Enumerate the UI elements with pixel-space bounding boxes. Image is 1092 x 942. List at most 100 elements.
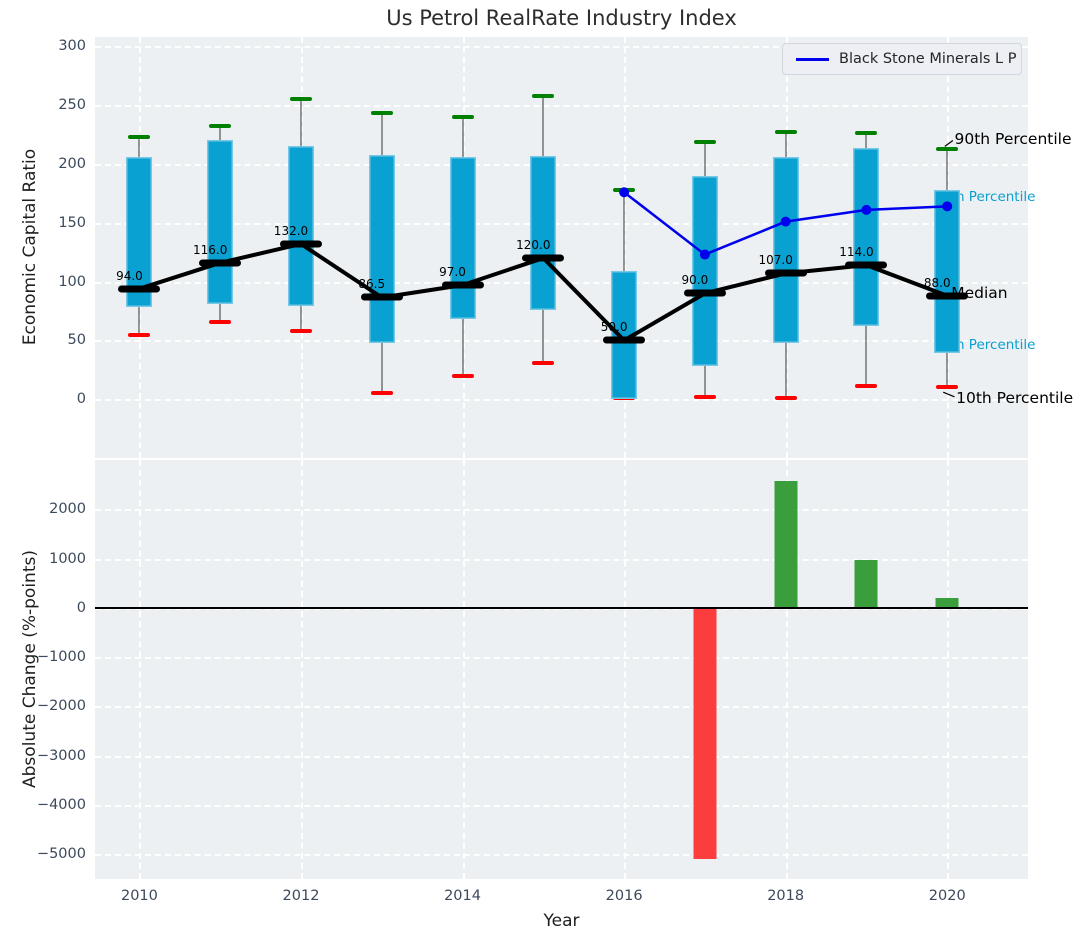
y-tick-label: −3000 (36, 747, 86, 764)
p10-cap (451, 373, 474, 378)
h-gridline (95, 558, 1028, 561)
p90-cap (774, 130, 797, 135)
y-axis-label-bottom: Absolute Change (%-points) (20, 550, 40, 788)
h-gridline (95, 105, 1028, 108)
median-value-label: 120.0 (516, 238, 551, 253)
y-tick-label: −4000 (36, 797, 86, 814)
iqr-box (449, 156, 476, 320)
p90-cap (855, 131, 878, 136)
p10-cap (532, 360, 555, 365)
y-tick-label: 1000 (49, 550, 86, 567)
p10-cap (693, 394, 716, 399)
x-tick-label: 2018 (767, 888, 805, 904)
p90-cap (370, 111, 393, 116)
y-tick-label: 0 (76, 599, 86, 616)
y-tick-label: −5000 (36, 846, 86, 863)
median-value-label: 116.0 (193, 242, 228, 257)
legend: Black Stone Minerals L P (782, 43, 1022, 75)
v-gridline (300, 460, 303, 879)
v-gridline (462, 460, 465, 879)
iqr-box (611, 271, 638, 400)
median-value-label: 114.0 (839, 245, 874, 260)
zero-line (95, 606, 1028, 609)
median-dash (118, 285, 161, 293)
y-tick-label: 300 (58, 38, 86, 55)
x-tick-label: 2010 (120, 888, 158, 904)
p90-cap (289, 97, 312, 102)
h-gridline (95, 755, 1028, 758)
annotation-10th-percentile: 10th Percentile (956, 389, 1074, 408)
median-value-label: 50.0 (600, 320, 628, 335)
h-gridline (95, 46, 1028, 49)
change-bar-2018 (774, 480, 798, 608)
p10-cap (289, 328, 312, 333)
median-value-label: 97.0 (439, 265, 466, 280)
h-gridline (95, 657, 1028, 660)
h-gridline (95, 706, 1028, 709)
y-tick-label: 0 (76, 391, 86, 408)
v-gridline (947, 460, 950, 879)
h-gridline (95, 222, 1028, 225)
median-value-label: 94.0 (116, 268, 143, 283)
median-dash (360, 293, 403, 301)
y-tick-label: −1000 (36, 649, 86, 666)
iqr-box (530, 155, 557, 310)
plot-background (95, 460, 1028, 879)
h-gridline (95, 399, 1028, 402)
h-gridline (95, 340, 1028, 343)
y-tick-label: 200 (58, 156, 86, 172)
median-dash (603, 336, 646, 344)
p90-cap (936, 146, 959, 151)
median-dash (199, 259, 242, 267)
p10-cap (128, 332, 151, 337)
annotation-90th-percentile: 90th Percentile (954, 130, 1072, 149)
h-gridline (95, 854, 1028, 857)
h-gridline (95, 509, 1028, 512)
x-tick-label: 2012 (282, 888, 320, 904)
iqr-box (207, 140, 234, 304)
p10-cap (370, 391, 393, 396)
change-bar-2017 (693, 607, 717, 860)
h-gridline (95, 164, 1028, 166)
plot-background (95, 37, 1028, 458)
median-dash (683, 289, 726, 297)
bottom-axes-bars: 2000 1000 0 −1000 −2000 −3000 −4000 −5000 2010 20… (37, 460, 1028, 904)
v-gridline (624, 460, 627, 879)
legend-line-swatch (796, 57, 829, 61)
median-value-label: 88.0 (923, 275, 951, 290)
y-tick-label: 250 (58, 97, 86, 114)
iqr-box (934, 189, 961, 354)
x-tick-label: 2014 (444, 888, 481, 904)
median-value-label: 86.5 (358, 277, 386, 292)
p90-cap (693, 139, 716, 144)
legend-label: Black Stone Minerals L P (839, 51, 1017, 67)
iqr-box (853, 147, 880, 327)
median-dash (522, 254, 565, 262)
change-bar-2020 (935, 598, 959, 608)
median-dash (845, 261, 888, 269)
h-gridline (95, 281, 1028, 284)
p10-cap (774, 396, 797, 401)
y-tick-label: 2000 (49, 501, 86, 518)
annotation-median: Median (951, 284, 1008, 303)
iqr-box (691, 175, 718, 367)
x-tick-label: 2016 (605, 888, 643, 904)
y-axis-label-top: Economic Capital Ratio (20, 148, 40, 346)
median-value-label: 107.0 (758, 253, 793, 268)
median-value-label: 132.0 (273, 223, 309, 238)
y-tick-label: 150 (58, 214, 86, 231)
p10-cap (936, 385, 959, 390)
p90-cap (128, 134, 151, 139)
median-dash (279, 240, 322, 248)
change-bar-2019 (854, 560, 878, 608)
p90-cap (209, 124, 232, 129)
chart-title: Us Petrol RealRate Industry Index (386, 6, 737, 30)
v-gridline (785, 460, 788, 879)
y-tick-label: 50 (67, 332, 86, 349)
top-axes-boxplot: 0 50 100 150 200 250 300 75th Percentile 25th Pe… (58, 37, 1073, 458)
h-gridline (95, 805, 1028, 808)
iqr-box (772, 156, 799, 343)
p10-cap (855, 384, 878, 389)
p90-cap (451, 114, 474, 119)
iqr-box (368, 154, 395, 343)
